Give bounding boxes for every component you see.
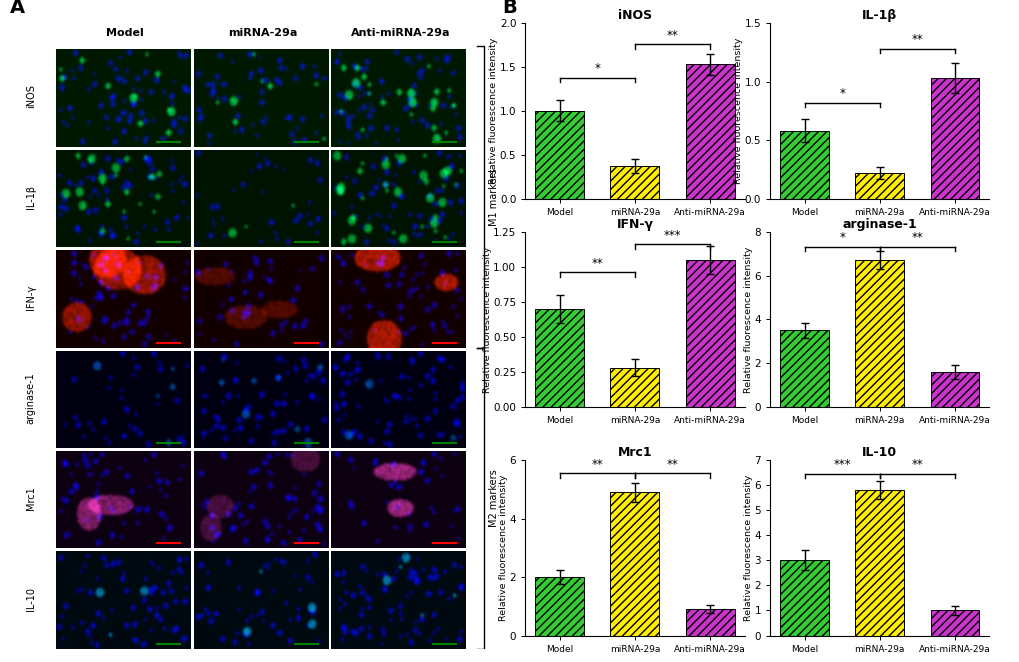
Text: **: **: [591, 257, 602, 270]
Text: IFN-γ: IFN-γ: [25, 285, 36, 310]
Text: Mrc1: Mrc1: [25, 487, 36, 510]
Bar: [685, 64, 734, 199]
Bar: [610, 166, 658, 199]
Bar: [535, 309, 584, 407]
Bar: [929, 78, 978, 199]
Text: **: **: [911, 232, 922, 244]
Bar: [535, 577, 584, 636]
Text: **: **: [666, 457, 678, 471]
Text: iNOS: iNOS: [25, 85, 36, 109]
Text: A: A: [10, 0, 25, 17]
Text: Model: Model: [106, 28, 144, 38]
Bar: [855, 173, 903, 199]
Text: B: B: [501, 0, 516, 17]
Text: **: **: [911, 458, 922, 471]
Bar: [780, 330, 828, 407]
Y-axis label: Relative fluorescence intensity: Relative fluorescence intensity: [734, 38, 742, 184]
Title: IFN-γ: IFN-γ: [615, 218, 653, 230]
Text: M2 markers: M2 markers: [488, 469, 498, 527]
Title: iNOS: iNOS: [618, 9, 651, 22]
Text: miRNA-29a: miRNA-29a: [227, 28, 298, 38]
Text: Anti-miRNA-29a: Anti-miRNA-29a: [351, 28, 449, 38]
Text: ***: ***: [663, 228, 681, 242]
Text: arginase-1: arginase-1: [25, 372, 36, 424]
Text: *: *: [839, 87, 845, 100]
Text: IL-10: IL-10: [25, 587, 36, 610]
Bar: [610, 368, 658, 407]
Title: IL-1β: IL-1β: [861, 9, 897, 22]
Y-axis label: Relative fluorescence intensity: Relative fluorescence intensity: [489, 38, 497, 184]
Bar: [855, 260, 903, 407]
Title: IL-10: IL-10: [861, 446, 897, 459]
Title: Mrc1: Mrc1: [618, 446, 651, 459]
Bar: [929, 610, 978, 636]
Y-axis label: Relative fluorescence intensity: Relative fluorescence intensity: [482, 246, 491, 393]
Text: IL-1β: IL-1β: [25, 185, 36, 209]
Bar: [929, 372, 978, 407]
Text: **: **: [591, 457, 602, 471]
Y-axis label: Relative fluorescence intensity: Relative fluorescence intensity: [743, 475, 752, 621]
Bar: [780, 560, 828, 636]
Bar: [855, 490, 903, 636]
Text: *: *: [839, 232, 845, 244]
Text: **: **: [666, 28, 678, 42]
Y-axis label: Relative fluorescence intensity: Relative fluorescence intensity: [498, 475, 507, 621]
Text: *: *: [594, 62, 600, 75]
Text: **: **: [911, 33, 922, 46]
Bar: [685, 260, 734, 407]
Title: arginase-1: arginase-1: [842, 218, 916, 230]
Text: M1 markers: M1 markers: [488, 168, 498, 226]
Y-axis label: Relative fluorescence intensity: Relative fluorescence intensity: [743, 246, 752, 393]
Bar: [535, 111, 584, 199]
Text: ***: ***: [833, 458, 850, 471]
Bar: [610, 493, 658, 636]
Bar: [780, 131, 828, 199]
Bar: [685, 609, 734, 636]
